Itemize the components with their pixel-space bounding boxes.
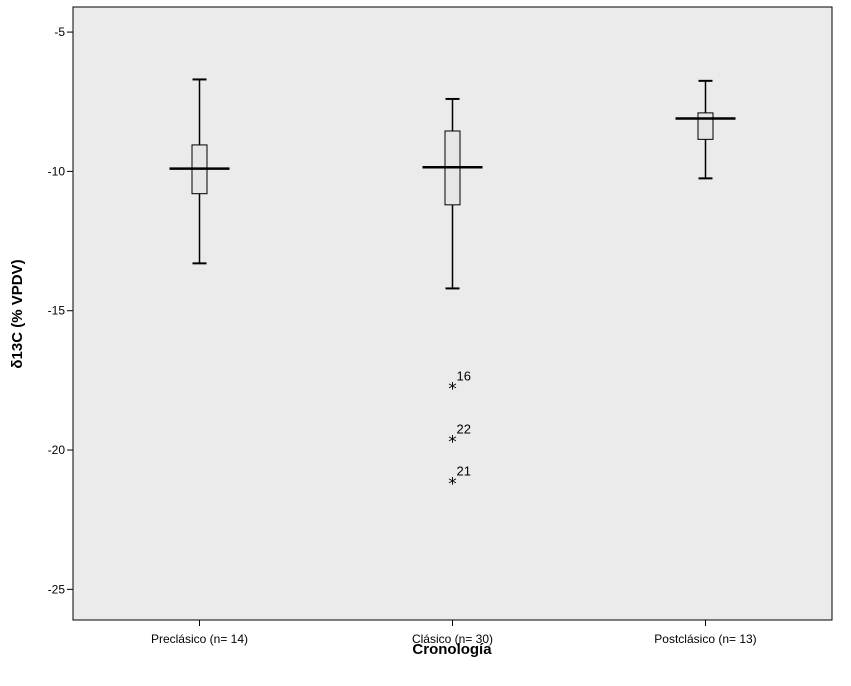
y-tick-label: -15: [48, 304, 66, 318]
outlier-label: 21: [457, 463, 471, 478]
x-axis-title: Cronología: [412, 641, 492, 658]
x-tick-label: Postclásico (n= 13): [654, 632, 756, 646]
box-1: *16*22*21: [422, 97, 483, 494]
x-tick-label: Clásico (n= 30): [412, 632, 493, 646]
x-axis: Preclásico (n= 14) Clásico (n= 30) Postclá…: [151, 620, 757, 646]
y-axis: -5 -10 -15 -20 -25: [48, 25, 73, 596]
box-0: [169, 78, 230, 265]
outlier-label: 16: [457, 369, 471, 384]
outlier-marker: *: [448, 380, 457, 400]
y-axis-title: δ13C (% VPDV): [9, 259, 26, 368]
y-tick-label: -5: [54, 25, 65, 39]
y-tick-label: -20: [48, 443, 66, 457]
x-tick-label: Preclásico (n= 14): [151, 632, 248, 646]
outlier-label: 22: [457, 422, 471, 437]
y-tick-label: -10: [48, 164, 66, 178]
box-2: [675, 79, 736, 180]
iqr-box: [697, 112, 714, 140]
outlier-marker: *: [448, 433, 457, 453]
y-tick-label: -25: [48, 582, 66, 596]
outlier-marker: *: [448, 474, 457, 494]
box-series: *16*22*21: [169, 78, 736, 494]
